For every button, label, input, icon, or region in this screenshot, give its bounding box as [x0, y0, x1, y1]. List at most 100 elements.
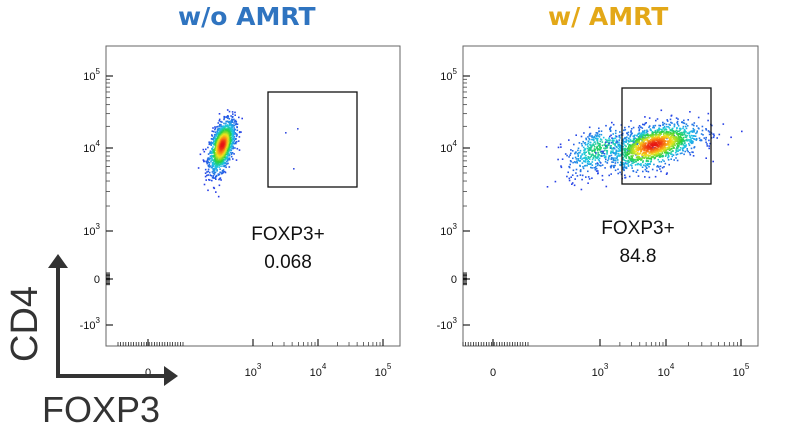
event-dot	[639, 152, 641, 155]
event-dot	[205, 161, 208, 163]
event-dot	[591, 164, 594, 166]
event-dot	[622, 158, 625, 161]
event-dot	[711, 124, 713, 127]
event-dot	[627, 164, 630, 166]
event-dot	[666, 120, 669, 122]
event-dot	[568, 139, 570, 141]
event-dot	[642, 161, 644, 164]
right-panel-title: w/ AMRT	[548, 2, 669, 31]
event-dot	[214, 171, 217, 174]
event-dot	[591, 149, 594, 152]
event-dot	[671, 155, 673, 158]
event-dot	[642, 147, 645, 149]
event-dot	[690, 142, 693, 145]
event-dot	[668, 152, 671, 154]
event-dot	[633, 135, 635, 138]
event-dot	[589, 135, 591, 137]
event-dot	[663, 135, 665, 137]
event-dot	[596, 145, 598, 148]
event-dot	[202, 148, 205, 151]
event-dot	[661, 150, 663, 153]
event-dot	[631, 162, 633, 165]
event-dot	[583, 157, 585, 159]
event-dot	[659, 165, 662, 168]
event-dot	[672, 134, 674, 136]
event-dot	[637, 175, 640, 177]
event-dot	[595, 170, 598, 172]
event-dot	[634, 150, 636, 153]
event-dot	[595, 135, 598, 138]
event-dot	[594, 151, 596, 153]
event-dot	[626, 148, 629, 150]
event-dot	[627, 134, 629, 136]
event-dot	[609, 135, 611, 138]
event-dot	[608, 139, 611, 142]
event-dot	[595, 167, 598, 170]
event-dot	[680, 128, 682, 130]
event-dot	[219, 123, 221, 126]
event-dot	[676, 148, 679, 150]
event-dot	[668, 137, 670, 139]
y-tick-label: 105	[440, 67, 457, 83]
event-dot	[649, 152, 652, 154]
event-dot	[623, 162, 626, 165]
event-dot	[204, 172, 207, 174]
event-dot	[219, 177, 222, 179]
event-dot	[642, 164, 645, 166]
event-dot	[224, 126, 226, 128]
event-dot	[218, 163, 221, 165]
event-dot	[712, 160, 714, 163]
event-dot	[600, 133, 603, 136]
y-tick-label: 103	[440, 222, 457, 238]
event-dot	[666, 119, 668, 121]
event-dot	[580, 188, 583, 191]
event-dot	[204, 168, 207, 171]
event-dot	[641, 152, 644, 155]
event-dot	[652, 153, 654, 155]
event-dot	[203, 160, 205, 162]
event-dot	[601, 144, 604, 147]
event-dot	[212, 174, 215, 177]
event-dot	[666, 136, 668, 139]
event-dot	[601, 150, 603, 153]
event-dot	[595, 156, 597, 158]
event-dot	[232, 147, 234, 150]
event-dot	[230, 121, 232, 124]
event-dot	[600, 130, 603, 132]
event-dot	[639, 144, 642, 147]
event-dot	[698, 137, 701, 139]
event-dot	[696, 125, 698, 127]
event-dot	[631, 167, 633, 169]
y-tick-exponent: 3	[96, 222, 101, 231]
event-dot	[644, 143, 647, 146]
event-dot	[628, 156, 630, 158]
event-dot	[217, 135, 220, 138]
event-dot	[224, 131, 226, 134]
event-dot	[604, 147, 607, 150]
event-dot	[235, 135, 238, 137]
event-dot	[231, 119, 233, 121]
event-dot	[641, 131, 644, 133]
event-dot	[219, 137, 222, 140]
event-dot	[211, 135, 214, 137]
event-dot	[636, 153, 639, 155]
event-dot	[599, 155, 602, 157]
event-dot	[670, 153, 673, 155]
event-dot	[646, 164, 648, 166]
event-dot	[214, 154, 216, 157]
event-dot	[220, 125, 223, 128]
event-dot	[576, 162, 578, 164]
event-dot	[650, 150, 652, 152]
event-dot	[232, 128, 234, 131]
event-dot	[642, 130, 644, 132]
event-dot	[652, 150, 655, 152]
event-dot	[666, 133, 669, 135]
y-arrow-head	[48, 254, 68, 268]
event-dot	[575, 172, 577, 174]
event-dot	[637, 148, 640, 151]
event-dot	[658, 143, 660, 145]
event-dot	[234, 133, 236, 135]
event-dot	[663, 122, 666, 125]
event-dot	[214, 128, 216, 131]
event-dot	[606, 149, 608, 152]
